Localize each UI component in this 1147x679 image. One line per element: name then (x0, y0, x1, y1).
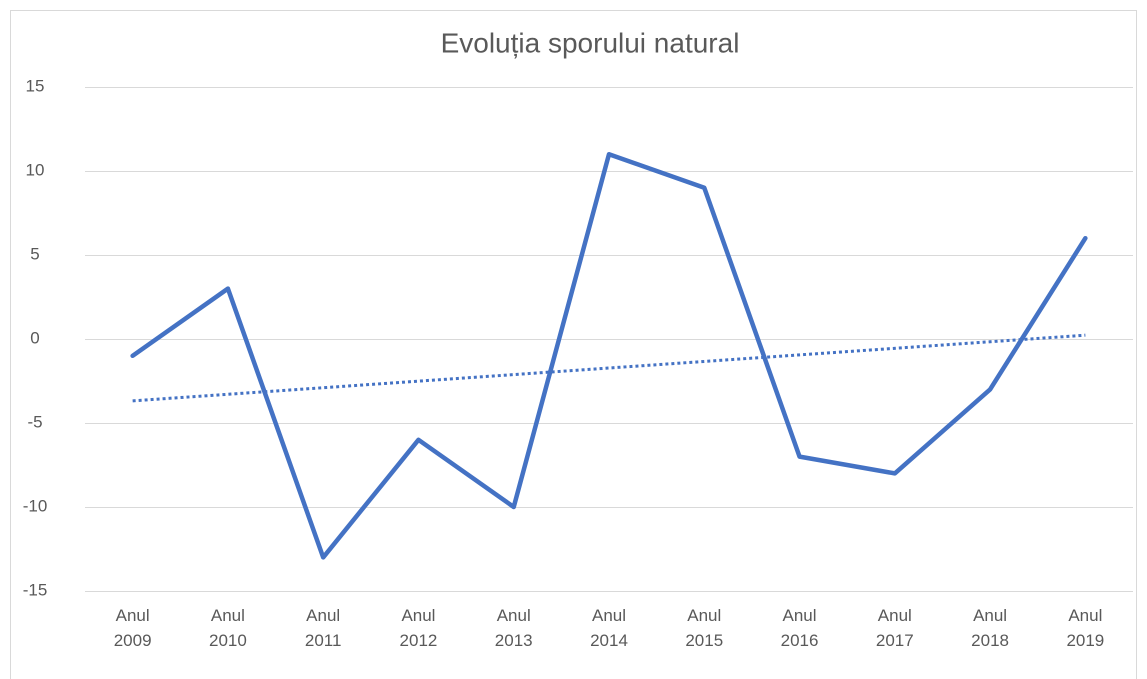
x-tick-label: Anul 2015 (685, 606, 724, 650)
x-tick-label: Anul 2019 (1066, 606, 1105, 650)
y-tick-label: -10 (23, 496, 48, 515)
chart-title: Evoluția sporului natural (441, 27, 740, 58)
y-tick-label: 5 (30, 244, 39, 263)
data-line (130, 151, 1088, 560)
chart-border (10, 10, 1137, 679)
x-tick-label: Anul 2018 (971, 606, 1009, 650)
y-tick-label: -5 (27, 412, 42, 431)
x-tick-label: Anul 2012 (399, 606, 438, 650)
y-tick-label: 10 (26, 160, 45, 179)
x-tick-label: Anul 2014 (590, 606, 628, 650)
y-tick-label: -15 (23, 580, 48, 599)
y-tick-label: 0 (30, 328, 39, 347)
x-tick-label: Anul 2011 (304, 606, 342, 650)
x-tick-label: Anul 2010 (208, 606, 247, 650)
y-tick-label: 15 (26, 76, 45, 95)
x-tick-label: Anul 2016 (780, 606, 819, 650)
trendline (132, 333, 1086, 403)
x-tick-label: Anul 2009 (113, 606, 152, 650)
x-tick-label: Anul 2013 (494, 606, 533, 650)
x-tick-label: Anul 2017 (875, 606, 914, 650)
